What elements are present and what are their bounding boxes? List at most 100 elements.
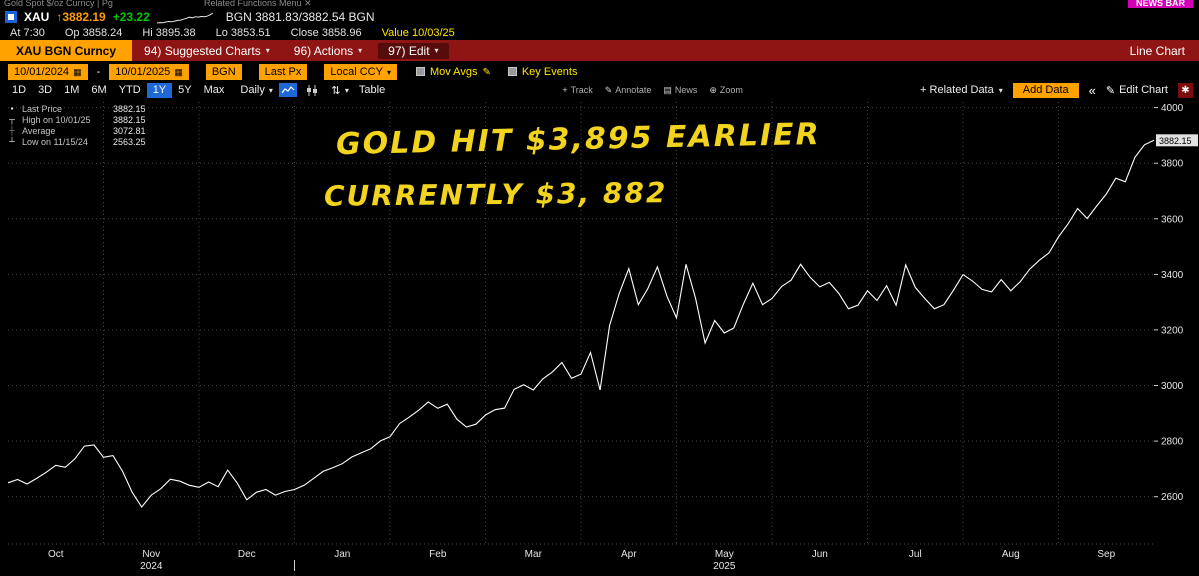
- range-tab-1y[interactable]: 1Y: [146, 82, 173, 98]
- caret-down-icon: [269, 86, 273, 95]
- line-chart-type-icon[interactable]: [278, 83, 297, 97]
- svg-text:4000: 4000: [1161, 103, 1184, 114]
- svg-text:Feb: Feb: [429, 549, 447, 560]
- bid-ask-quote: BGN 3881.83/3882.54 BGN: [225, 10, 375, 24]
- calendar-icon[interactable]: [174, 66, 183, 78]
- pencil-icon[interactable]: [482, 66, 490, 78]
- caret-down-icon: [435, 46, 439, 55]
- stat-open: Op 3858.24: [64, 27, 123, 39]
- svg-text:Apr: Apr: [621, 549, 637, 560]
- svg-text:Jan: Jan: [334, 549, 350, 560]
- frequency-select[interactable]: Daily: [240, 84, 272, 96]
- caret-down-icon: [999, 86, 1003, 95]
- range-tab-3d[interactable]: 3D: [38, 83, 53, 96]
- price-chart-area[interactable]: 2600 2800 3000 3200 3400 3600 3800 4000 Oct Nov De…: [0, 98, 1199, 576]
- mov-avgs-toggle[interactable]: Mov Avgs: [415, 66, 491, 78]
- svg-text:2800: 2800: [1161, 437, 1184, 448]
- date-from-field[interactable]: 10/01/2024: [8, 63, 88, 80]
- mov-avgs-checkbox[interactable]: [415, 67, 425, 76]
- candlestick-chart-type-icon[interactable]: [303, 83, 321, 97]
- caret-down-icon: [358, 46, 362, 55]
- caret-down-icon[interactable]: [345, 86, 349, 95]
- chart-legend: Last Price 3882.15 High on 10/01/25 3882…: [7, 103, 146, 147]
- menu-actions[interactable]: 96) Actions: [282, 44, 374, 58]
- legend-average: Average 3072.81: [7, 125, 146, 136]
- intraday-sparkline: [156, 12, 214, 23]
- range-tab-max[interactable]: Max: [203, 83, 225, 96]
- range-tab-1d[interactable]: 1D: [12, 83, 27, 96]
- annotate-pencil-icon: ✎: [604, 84, 613, 95]
- collapse-panel-icon[interactable]: [1089, 83, 1096, 98]
- top-strip-title: Gold Spot $/oz Curncy | Pg: [4, 0, 113, 8]
- window-top-strip: Gold Spot $/oz Curncy | Pg Related Funct…: [0, 0, 1199, 8]
- svg-text:3882.15: 3882.15: [1159, 136, 1192, 146]
- caret-down-icon: [387, 66, 391, 78]
- low-marker-icon: [7, 137, 17, 146]
- range-tab-6m[interactable]: 6M: [91, 83, 107, 96]
- pencil-icon: [1106, 84, 1115, 97]
- related-data-button[interactable]: + Related Data: [920, 84, 1003, 96]
- svg-text:3800: 3800: [1161, 159, 1184, 170]
- price-change: +23.22: [112, 10, 150, 24]
- menu-suggested-charts[interactable]: 94) Suggested Charts: [132, 44, 282, 58]
- security-menu-icon[interactable]: [5, 11, 17, 23]
- table-view-button[interactable]: Table: [358, 84, 386, 96]
- menu-edit[interactable]: 97) Edit: [378, 42, 449, 59]
- news-icon: ▤: [663, 84, 672, 95]
- annotate-tool-button[interactable]: ✎ Annotate: [604, 84, 652, 96]
- legend-low: Low on 11/15/24 2563.25: [7, 136, 146, 147]
- pricing-source-field[interactable]: BGN: [205, 63, 242, 80]
- axis-settings-icon[interactable]: ⇅: [331, 84, 341, 97]
- stat-at-time: At 7:30: [10, 27, 45, 39]
- svg-text:Dec: Dec: [238, 549, 256, 560]
- price-field-select[interactable]: Last Px: [258, 63, 308, 80]
- line-chart[interactable]: 2600 2800 3000 3200 3400 3600 3800 4000 Oct Nov De…: [0, 98, 1199, 576]
- daily-stats-row: At 7:30 Op 3858.24 Hi 3895.38 Lo 3853.51…: [0, 26, 1199, 40]
- range-tab-ytd[interactable]: YTD: [118, 83, 141, 96]
- svg-text:May: May: [715, 549, 734, 560]
- last-price-marker-icon: [7, 104, 17, 113]
- period-toolbar: 1D 3D 1M 6M YTD 1Y 5Y Max Daily ⇅ Table …: [0, 82, 1199, 98]
- svg-text:3600: 3600: [1161, 214, 1184, 225]
- svg-text:3000: 3000: [1161, 381, 1184, 392]
- currency-select[interactable]: Local CCY: [324, 63, 397, 80]
- track-tool-button[interactable]: + Track: [562, 85, 593, 95]
- chart-tools: + Track ✎ Annotate ▤ News ⊕ Zoom: [562, 85, 743, 96]
- svg-text:Jul: Jul: [909, 549, 922, 560]
- news-tool-button[interactable]: ▤ News: [663, 84, 698, 96]
- legend-last-price: Last Price 3882.15: [7, 103, 146, 114]
- svg-text:Aug: Aug: [1002, 549, 1020, 560]
- chart-settings-row: 10/01/2024 - 10/01/2025 BGN Last Px Loca…: [0, 61, 1199, 82]
- high-marker-icon: [7, 115, 17, 124]
- key-events-checkbox[interactable]: [507, 67, 517, 76]
- chart-settings-icon[interactable]: [1178, 82, 1193, 98]
- last-trade-price: ↑3882.19: [56, 10, 106, 24]
- zoom-tool-button[interactable]: ⊕ Zoom: [709, 84, 743, 96]
- view-mode-label: Line Chart: [1129, 43, 1185, 58]
- key-events-toggle[interactable]: Key Events: [507, 66, 577, 78]
- related-functions-menu[interactable]: Related Functions Menu ✕: [204, 0, 312, 8]
- chart-actions: + Related Data Add Data Edit Chart: [920, 82, 1193, 98]
- legend-high: High on 10/01/25 3882.15: [7, 114, 146, 125]
- calendar-icon[interactable]: [73, 66, 82, 78]
- svg-text:3400: 3400: [1161, 270, 1184, 281]
- caret-down-icon: [266, 46, 270, 55]
- edit-chart-button[interactable]: Edit Chart: [1106, 84, 1168, 97]
- svg-text:Nov: Nov: [142, 549, 160, 560]
- security-ticker-box[interactable]: XAU BGN Curncy: [0, 40, 133, 61]
- svg-text:2024: 2024: [140, 561, 163, 572]
- range-tab-5y[interactable]: 5Y: [178, 83, 192, 96]
- track-crosshair-icon: +: [562, 85, 568, 95]
- add-data-button[interactable]: Add Data: [1012, 82, 1079, 98]
- handwritten-annotation-line2: CURRENTLY $3, 882: [323, 176, 668, 213]
- ticker-symbol: XAU: [24, 10, 50, 24]
- date-to-field[interactable]: 10/01/2025: [109, 63, 189, 80]
- range-tab-1m[interactable]: 1M: [64, 83, 80, 96]
- news-bar-button[interactable]: NEWS BAR: [1128, 0, 1193, 8]
- svg-text:Oct: Oct: [48, 549, 64, 560]
- stat-value-date: Value 10/03/25: [381, 27, 455, 39]
- svg-text:Sep: Sep: [1097, 549, 1115, 560]
- svg-text:Mar: Mar: [525, 549, 543, 560]
- stat-high: Hi 3895.38: [142, 27, 196, 39]
